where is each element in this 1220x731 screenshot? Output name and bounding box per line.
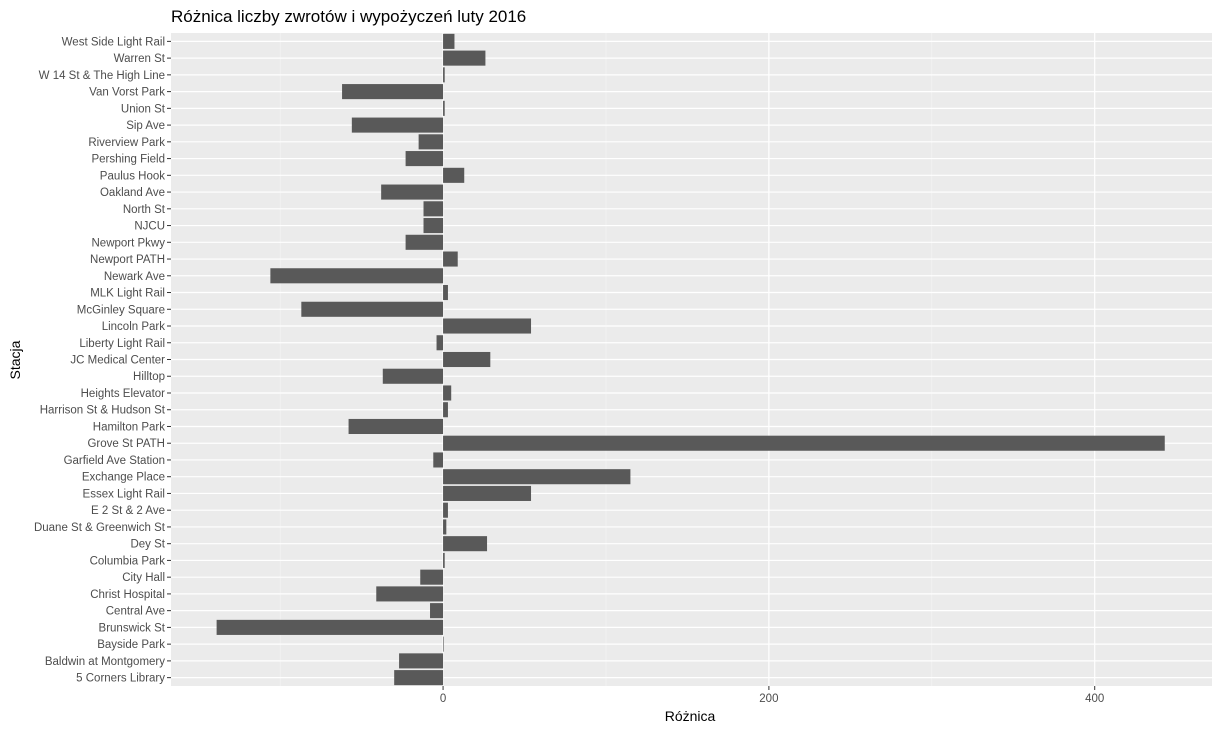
bar xyxy=(430,603,444,619)
y-tick-label: Van Vorst Park xyxy=(89,87,165,99)
x-tick-label: 200 xyxy=(759,693,778,705)
bar xyxy=(443,385,452,401)
chart-title: Różnica liczby zwrotów i wypożyczeń luty… xyxy=(171,7,526,26)
y-tick-label: Hamilton Park xyxy=(93,421,165,433)
bar xyxy=(418,134,444,150)
y-tick-label: JC Medical Center xyxy=(70,355,165,367)
bar xyxy=(443,318,532,334)
y-tick-label: Brunswick St xyxy=(99,622,166,634)
y-tick-label: Christ Hospital xyxy=(90,589,165,601)
bar xyxy=(443,519,447,535)
bar xyxy=(348,418,444,435)
y-tick-label: Bayside Park xyxy=(97,639,165,651)
y-tick-label: Liberty Light Rail xyxy=(79,338,165,350)
y-tick-label: Lincoln Park xyxy=(102,321,166,333)
y-tick-labels: 5 Corners Library Baldwin at Montgomery Ba… xyxy=(34,36,171,685)
y-tick-label: NJCU xyxy=(134,221,165,233)
y-tick-label: Central Ave xyxy=(106,606,165,618)
x-tick-label: 400 xyxy=(1085,693,1104,705)
y-tick-label: Pershing Field xyxy=(91,154,165,166)
y-tick-label: Hilltop xyxy=(133,371,165,383)
y-tick-label: Warren St xyxy=(114,53,166,65)
bar xyxy=(270,268,444,284)
y-tick-label: Sip Ave xyxy=(126,120,165,132)
y-tick-label: Paulus Hook xyxy=(100,170,165,182)
y-tick-label: Duane St & Greenwich St xyxy=(34,522,166,534)
bar xyxy=(443,636,444,652)
y-tick-label: Exchange Place xyxy=(82,472,165,484)
bar xyxy=(433,452,444,468)
bar xyxy=(443,284,448,301)
y-tick-label: West Side Light Rail xyxy=(62,36,165,48)
y-tick-label: North St xyxy=(123,204,166,216)
bar xyxy=(420,569,444,585)
x-tick-label: 0 xyxy=(440,693,446,705)
bar xyxy=(443,485,532,501)
y-axis-title: Stacja xyxy=(7,340,23,379)
bar xyxy=(443,552,445,568)
bar xyxy=(443,67,445,83)
bar xyxy=(405,151,444,167)
y-tick-label: Oakland Ave xyxy=(100,187,165,199)
bar xyxy=(443,536,488,552)
bar xyxy=(399,653,444,669)
bar xyxy=(382,368,444,384)
y-tick-label: MLK Light Rail xyxy=(90,288,165,300)
y-tick-label: Riverview Park xyxy=(88,137,165,149)
bar xyxy=(394,670,444,686)
bar xyxy=(443,469,631,485)
bar xyxy=(443,435,1165,451)
bar xyxy=(405,234,444,250)
bars xyxy=(216,33,1165,686)
bar xyxy=(443,402,448,418)
bar xyxy=(423,218,444,234)
y-tick-label: Heights Elevator xyxy=(81,388,166,400)
y-tick-label: Essex Light Rail xyxy=(83,488,165,500)
y-tick-label: Garfield Ave Station xyxy=(64,455,165,467)
y-tick-label: E 2 St & 2 Ave xyxy=(91,505,165,517)
bar xyxy=(301,301,444,317)
bar xyxy=(376,586,444,602)
bar xyxy=(351,117,444,133)
gridlines xyxy=(171,33,1212,686)
x-axis-title: Różnica xyxy=(665,708,716,724)
y-tick-label: Newark Ave xyxy=(104,271,165,283)
bar xyxy=(216,619,444,635)
bar xyxy=(443,251,458,267)
bar xyxy=(342,84,444,100)
y-tick-label: Newport PATH xyxy=(90,254,165,266)
bar xyxy=(443,167,465,183)
y-tick-label: W 14 St & The High Line xyxy=(39,70,165,82)
bar xyxy=(436,335,444,351)
bar xyxy=(443,502,448,518)
x-tick-labels: 0 200 400 xyxy=(440,686,1104,705)
y-tick-label: Grove St PATH xyxy=(87,438,165,450)
y-tick-label: Baldwin at Montgomery xyxy=(45,656,165,668)
bar xyxy=(423,201,444,217)
bar xyxy=(443,50,486,66)
bar xyxy=(443,351,491,368)
y-tick-label: 5 Corners Library xyxy=(76,673,165,685)
y-tick-label: Harrison St & Hudson St xyxy=(40,405,166,417)
bar xyxy=(443,33,455,49)
y-tick-label: Columbia Park xyxy=(90,555,166,567)
y-tick-label: Union St xyxy=(121,103,166,115)
bar xyxy=(443,100,445,116)
y-tick-label: McGinley Square xyxy=(77,304,165,316)
bar xyxy=(381,184,444,200)
y-tick-label: City Hall xyxy=(122,572,165,584)
y-tick-label: Dey St xyxy=(130,539,165,551)
y-tick-label: Newport Pkwy xyxy=(92,237,166,249)
